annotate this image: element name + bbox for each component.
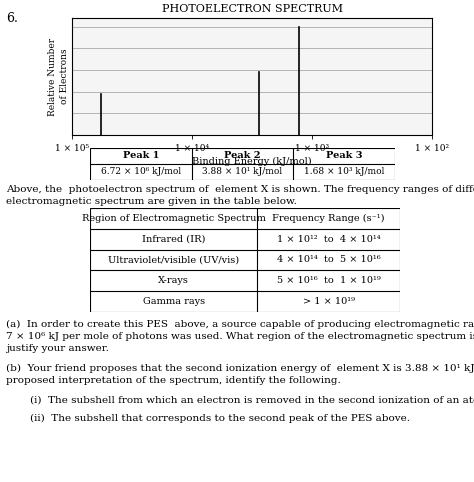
Text: Region of Electromagnetic Spectrum: Region of Electromagnetic Spectrum	[82, 214, 265, 223]
Text: 4 × 10¹⁴  to  5 × 10¹⁶: 4 × 10¹⁴ to 5 × 10¹⁶	[277, 255, 381, 265]
Text: 1.68 × 10³ kJ/mol: 1.68 × 10³ kJ/mol	[304, 168, 384, 176]
Text: (i)  The subshell from which an electron is removed in the second ionization of : (i) The subshell from which an electron …	[30, 396, 474, 405]
Text: Peak 1: Peak 1	[123, 151, 159, 161]
Text: Infrared (IR): Infrared (IR)	[142, 235, 205, 244]
Text: (b)  Your friend proposes that the second ionization energy of  element X is 3.8: (b) Your friend proposes that the second…	[6, 364, 474, 373]
Text: Above, the  photoelectron spectrum of  element X is shown. The frequency ranges : Above, the photoelectron spectrum of ele…	[6, 185, 474, 194]
Text: 3.88 × 10¹ kJ/mol: 3.88 × 10¹ kJ/mol	[202, 168, 283, 176]
Text: X-rays: X-rays	[158, 276, 189, 285]
Text: Peak 3: Peak 3	[326, 151, 363, 161]
Text: Frequency Range (s⁻¹): Frequency Range (s⁻¹)	[273, 214, 385, 223]
Text: Peak 2: Peak 2	[224, 151, 261, 161]
Text: (ii)  The subshell that corresponds to the second peak of the PES above.: (ii) The subshell that corresponds to th…	[30, 414, 410, 423]
Text: 1 × 10¹²  to  4 × 10¹⁴: 1 × 10¹² to 4 × 10¹⁴	[277, 235, 381, 244]
Text: 6.: 6.	[6, 12, 18, 25]
Title: PHOTOELECTRON SPECTRUM: PHOTOELECTRON SPECTRUM	[162, 4, 343, 14]
Text: 7 × 10⁶ kJ per mole of photons was used. What region of the electromagnetic spec: 7 × 10⁶ kJ per mole of photons was used.…	[6, 332, 474, 341]
X-axis label: Binding Energy (kJ/mol): Binding Energy (kJ/mol)	[192, 157, 312, 166]
Text: proposed interpretation of the spectrum, identify the following.: proposed interpretation of the spectrum,…	[6, 376, 341, 385]
Y-axis label: Relative Number
of Electrons: Relative Number of Electrons	[48, 38, 69, 116]
Text: > 1 × 10¹⁹: > 1 × 10¹⁹	[303, 297, 355, 306]
Text: 6.72 × 10⁶ kJ/mol: 6.72 × 10⁶ kJ/mol	[101, 168, 181, 176]
Text: electromagnetic spectrum are given in the table below.: electromagnetic spectrum are given in th…	[6, 197, 297, 206]
Text: (a)  In order to create this PES  above, a source capable of producing electroma: (a) In order to create this PES above, a…	[6, 320, 474, 329]
Text: Ultraviolet/visible (UV/vis): Ultraviolet/visible (UV/vis)	[108, 255, 239, 265]
Text: 5 × 10¹⁶  to  1 × 10¹⁹: 5 × 10¹⁶ to 1 × 10¹⁹	[277, 276, 381, 285]
Text: justify your answer.: justify your answer.	[6, 344, 109, 353]
Text: Gamma rays: Gamma rays	[143, 297, 205, 306]
